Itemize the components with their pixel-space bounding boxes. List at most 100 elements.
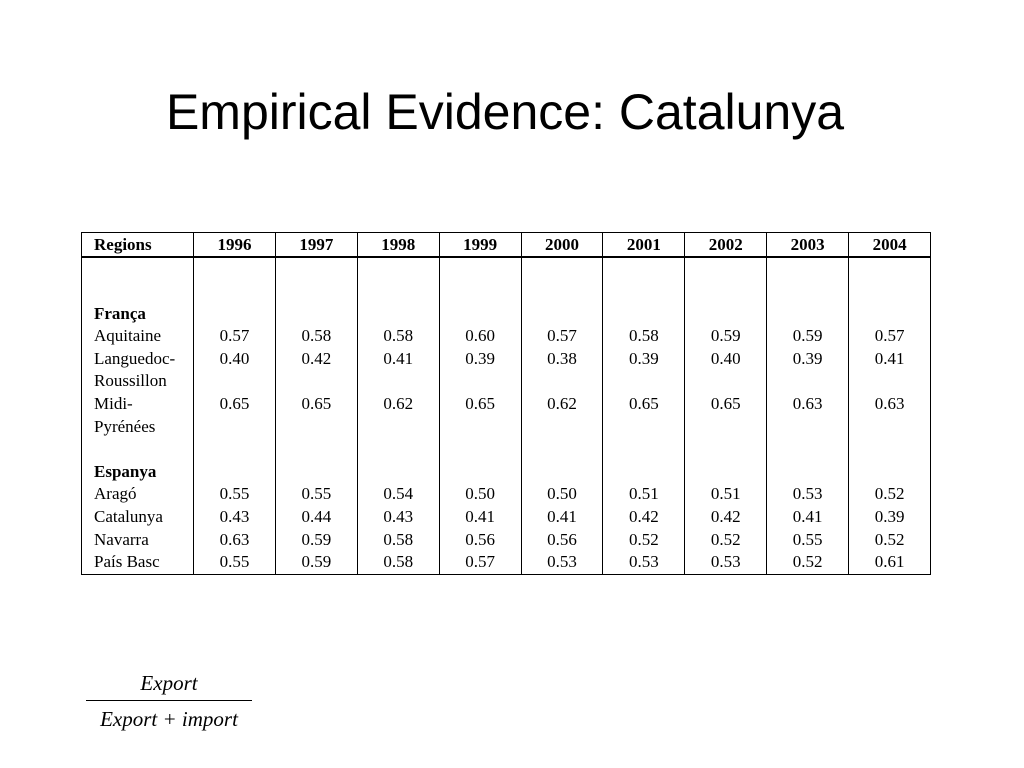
value-cell: 0.59 — [301, 552, 332, 572]
value-cell: 0.57 — [465, 552, 495, 572]
year-column: 0.58 0.42 0.65 0.55 0.44 0.59 0.59 — [274, 257, 358, 575]
table-header-row: Regions 1996 1997 1998 1999 2000 2001 20… — [81, 232, 932, 258]
year-header: 2001 — [602, 232, 686, 258]
empty-cell — [522, 303, 603, 326]
empty-cell — [603, 280, 684, 303]
empty-cell — [358, 461, 439, 484]
empty-cell — [522, 416, 603, 439]
value-cell: 0.43 — [219, 506, 250, 526]
value-cell: 0.56 — [465, 529, 495, 549]
value-cell: 0.57 — [219, 326, 250, 346]
value-cell: 0.65 — [465, 393, 495, 413]
value-cell: 0.60 — [465, 326, 495, 346]
value-cell: 0.41 — [874, 348, 905, 368]
value-cell: 0.43 — [383, 506, 414, 526]
value-cell: 0.62 — [383, 393, 414, 413]
empty-cell — [767, 438, 848, 461]
empty-cell — [685, 461, 766, 484]
year-header: 1998 — [356, 232, 440, 258]
empty-cell — [767, 303, 848, 326]
region-label: Navarra — [94, 529, 149, 549]
empty-cell — [522, 370, 603, 393]
table-body-row: França Aquitaine Languedoc- Roussillon Midi-… — [81, 257, 932, 575]
value-cell: 0.39 — [792, 348, 823, 368]
year-column: 0.58 0.39 0.65 0.51 0.42 0.52 0.53 — [602, 257, 686, 575]
value-cell: 0.39 — [629, 348, 659, 368]
year-header: 2003 — [766, 232, 850, 258]
region-label: Pyrénées — [94, 416, 156, 436]
value-cell: 0.52 — [792, 552, 823, 572]
year-header: 1999 — [438, 232, 522, 258]
value-cell: 0.44 — [301, 506, 332, 526]
value-cell: 0.62 — [547, 393, 577, 413]
empty-cell — [358, 370, 439, 393]
empty-cell — [685, 280, 766, 303]
value-cell: 0.56 — [547, 529, 577, 549]
empty-cell — [603, 438, 684, 461]
value-cell: 0.63 — [792, 393, 823, 413]
value-cell: 0.63 — [874, 393, 905, 413]
value-cell: 0.42 — [301, 348, 332, 368]
empty-cell — [276, 303, 357, 326]
value-cell: 0.52 — [710, 529, 741, 549]
empty-cell — [440, 303, 521, 326]
empty-cell — [767, 461, 848, 484]
empty-cell — [440, 280, 521, 303]
year-header: 1996 — [193, 232, 276, 258]
value-cell: 0.54 — [383, 484, 414, 504]
region-label: Aquitaine — [94, 326, 162, 346]
year-column: 0.60 0.39 0.65 0.50 0.41 0.56 0.57 — [438, 257, 522, 575]
region-label: Midi- — [94, 393, 133, 413]
empty-cell — [849, 461, 930, 484]
value-cell: 0.65 — [710, 393, 741, 413]
year-column: 0.57 0.38 0.62 0.50 0.41 0.56 0.53 — [520, 257, 604, 575]
empty-cell — [522, 438, 603, 461]
empty-cell — [194, 370, 275, 393]
region-label: País Basc — [94, 552, 160, 572]
value-cell: 0.55 — [219, 484, 250, 504]
value-cell: 0.53 — [547, 552, 577, 572]
value-cell: 0.58 — [301, 326, 332, 346]
empty-cell — [603, 416, 684, 439]
year-column: 0.58 0.41 0.62 0.54 0.43 0.58 0.58 — [356, 257, 440, 575]
value-cell: 0.40 — [219, 348, 250, 368]
region-label: Languedoc- — [94, 348, 176, 368]
empty-cell — [522, 461, 603, 484]
blank-line — [94, 280, 193, 303]
year-column: 0.59 0.39 0.63 0.53 0.41 0.55 0.52 — [766, 257, 850, 575]
value-cell: 0.42 — [629, 506, 659, 526]
region-label: Catalunya — [94, 506, 163, 526]
group-label: França — [94, 303, 146, 323]
empty-cell — [358, 280, 439, 303]
empty-cell — [276, 416, 357, 439]
empty-cell — [276, 280, 357, 303]
value-cell: 0.59 — [301, 529, 332, 549]
value-cell: 0.52 — [874, 484, 905, 504]
value-cell: 0.42 — [710, 506, 741, 526]
formula-denominator: Export + import — [100, 707, 238, 731]
value-cell: 0.57 — [874, 326, 905, 346]
empty-cell — [440, 416, 521, 439]
value-cell: 0.41 — [547, 506, 577, 526]
value-cell: 0.58 — [629, 326, 659, 346]
value-cell: 0.65 — [219, 393, 250, 413]
export-share-formula: Export Export + import — [86, 668, 252, 734]
value-cell: 0.53 — [710, 552, 741, 572]
empty-cell — [358, 303, 439, 326]
empty-cell — [767, 416, 848, 439]
year-header: 1997 — [274, 232, 358, 258]
value-cell: 0.57 — [547, 326, 577, 346]
region-label: Aragó — [94, 484, 137, 504]
value-cell: 0.58 — [383, 326, 414, 346]
empty-cell — [194, 461, 275, 484]
value-cell: 0.41 — [792, 506, 823, 526]
year-header: 2000 — [520, 232, 604, 258]
value-cell: 0.39 — [874, 506, 905, 526]
regions-column: França Aquitaine Languedoc- Roussillon Midi-… — [81, 257, 194, 575]
value-cell: 0.58 — [383, 529, 414, 549]
value-cell: 0.58 — [383, 552, 414, 572]
value-cell: 0.55 — [301, 484, 332, 504]
empty-cell — [358, 416, 439, 439]
value-cell: 0.38 — [547, 348, 577, 368]
empty-cell — [276, 370, 357, 393]
